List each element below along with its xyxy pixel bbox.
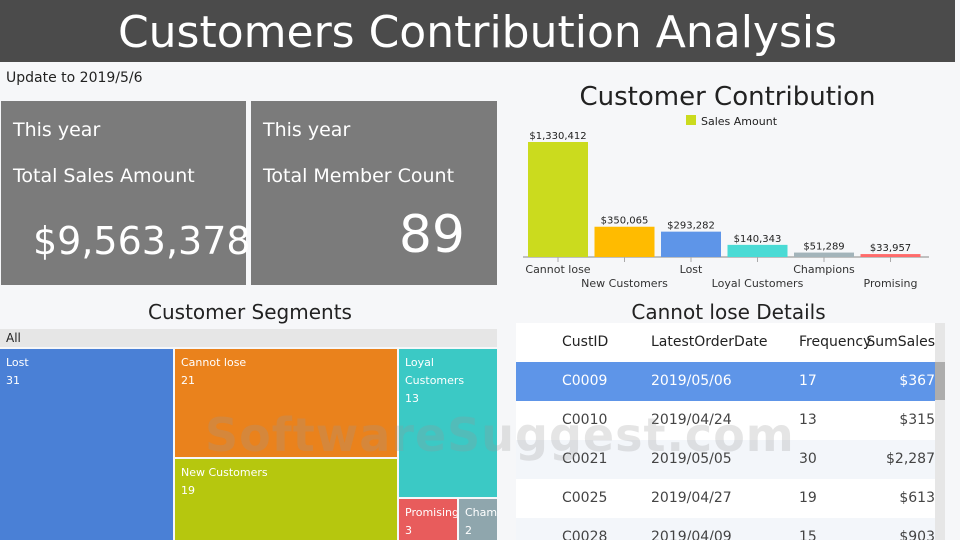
treemap-tile[interactable]: Lost 31 bbox=[0, 349, 173, 540]
kpi-total-sales: This year Total Sales Amount $9,563,378 bbox=[1, 101, 251, 285]
cell: $2,287 bbox=[886, 451, 935, 467]
cell: $367 bbox=[899, 373, 935, 389]
cell: $315 bbox=[899, 412, 935, 428]
treemap-tile[interactable]: Champ 2 bbox=[459, 499, 497, 540]
bar[interactable] bbox=[794, 252, 854, 257]
cell: 13 bbox=[799, 412, 817, 428]
details-title: Cannot lose Details bbox=[631, 300, 826, 324]
bar[interactable] bbox=[727, 244, 788, 257]
cell: 30 bbox=[799, 451, 817, 467]
treemap-tile[interactable]: Loyal Customers 13 bbox=[399, 349, 497, 497]
kpi-period: This year bbox=[263, 119, 351, 141]
cell: LatestOrderDate bbox=[651, 334, 768, 350]
update-date: Update to 2019/5/6 bbox=[6, 70, 143, 86]
data-label: $51,289 bbox=[803, 242, 844, 253]
cell: C0025 bbox=[562, 490, 608, 506]
tile-count: 19 bbox=[181, 484, 195, 497]
treemap-tile[interactable]: Promising 3 bbox=[399, 499, 457, 540]
tile-label: Champ bbox=[465, 506, 497, 519]
table-scrollbar[interactable] bbox=[935, 323, 945, 540]
cell: 15 bbox=[799, 529, 817, 540]
cell: 2019/04/09 bbox=[651, 529, 732, 540]
details-table: CustID LatestOrderDate Frequency SumSales C0… bbox=[516, 323, 935, 540]
data-label: $140,343 bbox=[734, 234, 782, 245]
cell: 17 bbox=[799, 373, 817, 389]
data-label: $33,957 bbox=[870, 243, 911, 254]
cell: $903 bbox=[899, 529, 935, 540]
table-row[interactable]: C0009 2019/05/06 17 $367 bbox=[516, 362, 935, 401]
kpi-value: $9,563,378 bbox=[33, 219, 251, 263]
x-tick-label: Champions bbox=[793, 263, 855, 276]
table-row[interactable]: C0028 2019/04/09 15 $903 bbox=[516, 518, 935, 540]
x-tick-label: Cannot lose bbox=[525, 263, 590, 276]
cell: 2019/05/05 bbox=[651, 451, 732, 467]
cell: $613 bbox=[899, 490, 935, 506]
table-row[interactable]: C0025 2019/04/27 19 $613 bbox=[516, 479, 935, 518]
cell: SumSales bbox=[866, 334, 935, 350]
treemap-breadcrumb-all[interactable]: All bbox=[0, 329, 497, 347]
tile-label: New Customers bbox=[181, 466, 268, 479]
table-header: CustID LatestOrderDate Frequency SumSales bbox=[516, 323, 935, 362]
data-label: $1,330,412 bbox=[529, 131, 586, 142]
tile-count: 21 bbox=[181, 374, 195, 387]
tile-label: Promising bbox=[405, 506, 457, 519]
kpi-value: 89 bbox=[398, 205, 465, 265]
table-scrollbar-thumb[interactable] bbox=[935, 362, 945, 400]
tile-count: 13 bbox=[405, 392, 419, 405]
tile-count: 3 bbox=[405, 524, 412, 537]
chart-title: Customer Contribution bbox=[579, 82, 876, 112]
legend-label: Sales Amount bbox=[701, 115, 778, 128]
contribution-bar-chart: $1,330,412 Cannot lose $350,065 New Custome… bbox=[523, 131, 929, 290]
tile-label: Lost bbox=[6, 356, 29, 369]
table-row[interactable]: C0021 2019/05/05 30 $2,287 bbox=[516, 440, 935, 479]
cell: CustID bbox=[562, 334, 609, 350]
tile-label: Cannot lose bbox=[181, 356, 247, 369]
chart-legend[interactable]: Sales Amount bbox=[686, 115, 777, 128]
kpi-member-count: This year Total Member Count 89 bbox=[251, 101, 497, 285]
segments-title: Customer Segments bbox=[148, 300, 352, 324]
cell: 2019/04/24 bbox=[651, 412, 732, 428]
data-label: $350,065 bbox=[601, 216, 649, 227]
legend-swatch bbox=[686, 115, 696, 125]
cell: 2019/04/27 bbox=[651, 490, 732, 506]
table-row[interactable]: C0010 2019/04/24 13 $315 bbox=[516, 401, 935, 440]
bar[interactable] bbox=[594, 226, 655, 257]
treemap-tile[interactable]: Cannot lose 21 bbox=[175, 349, 397, 457]
kpi-period: This year bbox=[13, 119, 101, 141]
cell: C0010 bbox=[562, 412, 608, 428]
tile-count: 2 bbox=[465, 524, 472, 537]
dashboard-title: Customers Contribution Analysis bbox=[0, 0, 955, 62]
cell: C0028 bbox=[562, 529, 608, 540]
bar[interactable] bbox=[661, 231, 721, 257]
cell: Frequency bbox=[799, 334, 872, 350]
tile-label: Loyal Customers bbox=[405, 356, 465, 387]
x-tick-label: Promising bbox=[864, 277, 918, 290]
cell: 2019/05/06 bbox=[651, 373, 732, 389]
kpi-label: Total Sales Amount bbox=[13, 165, 195, 187]
segments-treemap: Lost 31 Cannot lose 21 New Customers 19 Loyal … bbox=[0, 349, 497, 540]
data-label: $293,282 bbox=[667, 221, 715, 232]
x-tick-label: Loyal Customers bbox=[712, 277, 804, 290]
treemap-tile[interactable]: New Customers 19 bbox=[175, 459, 397, 540]
watermark: SoftwareSuggest.com bbox=[205, 408, 795, 462]
tile-count: 31 bbox=[6, 374, 20, 387]
bar[interactable] bbox=[528, 142, 588, 257]
x-tick-label: New Customers bbox=[581, 277, 668, 290]
cell: C0021 bbox=[562, 451, 608, 467]
cell: 19 bbox=[799, 490, 817, 506]
cell: C0009 bbox=[562, 373, 608, 389]
x-tick-label: Lost bbox=[680, 263, 703, 276]
bar[interactable] bbox=[860, 254, 921, 257]
kpi-label: Total Member Count bbox=[263, 165, 455, 187]
